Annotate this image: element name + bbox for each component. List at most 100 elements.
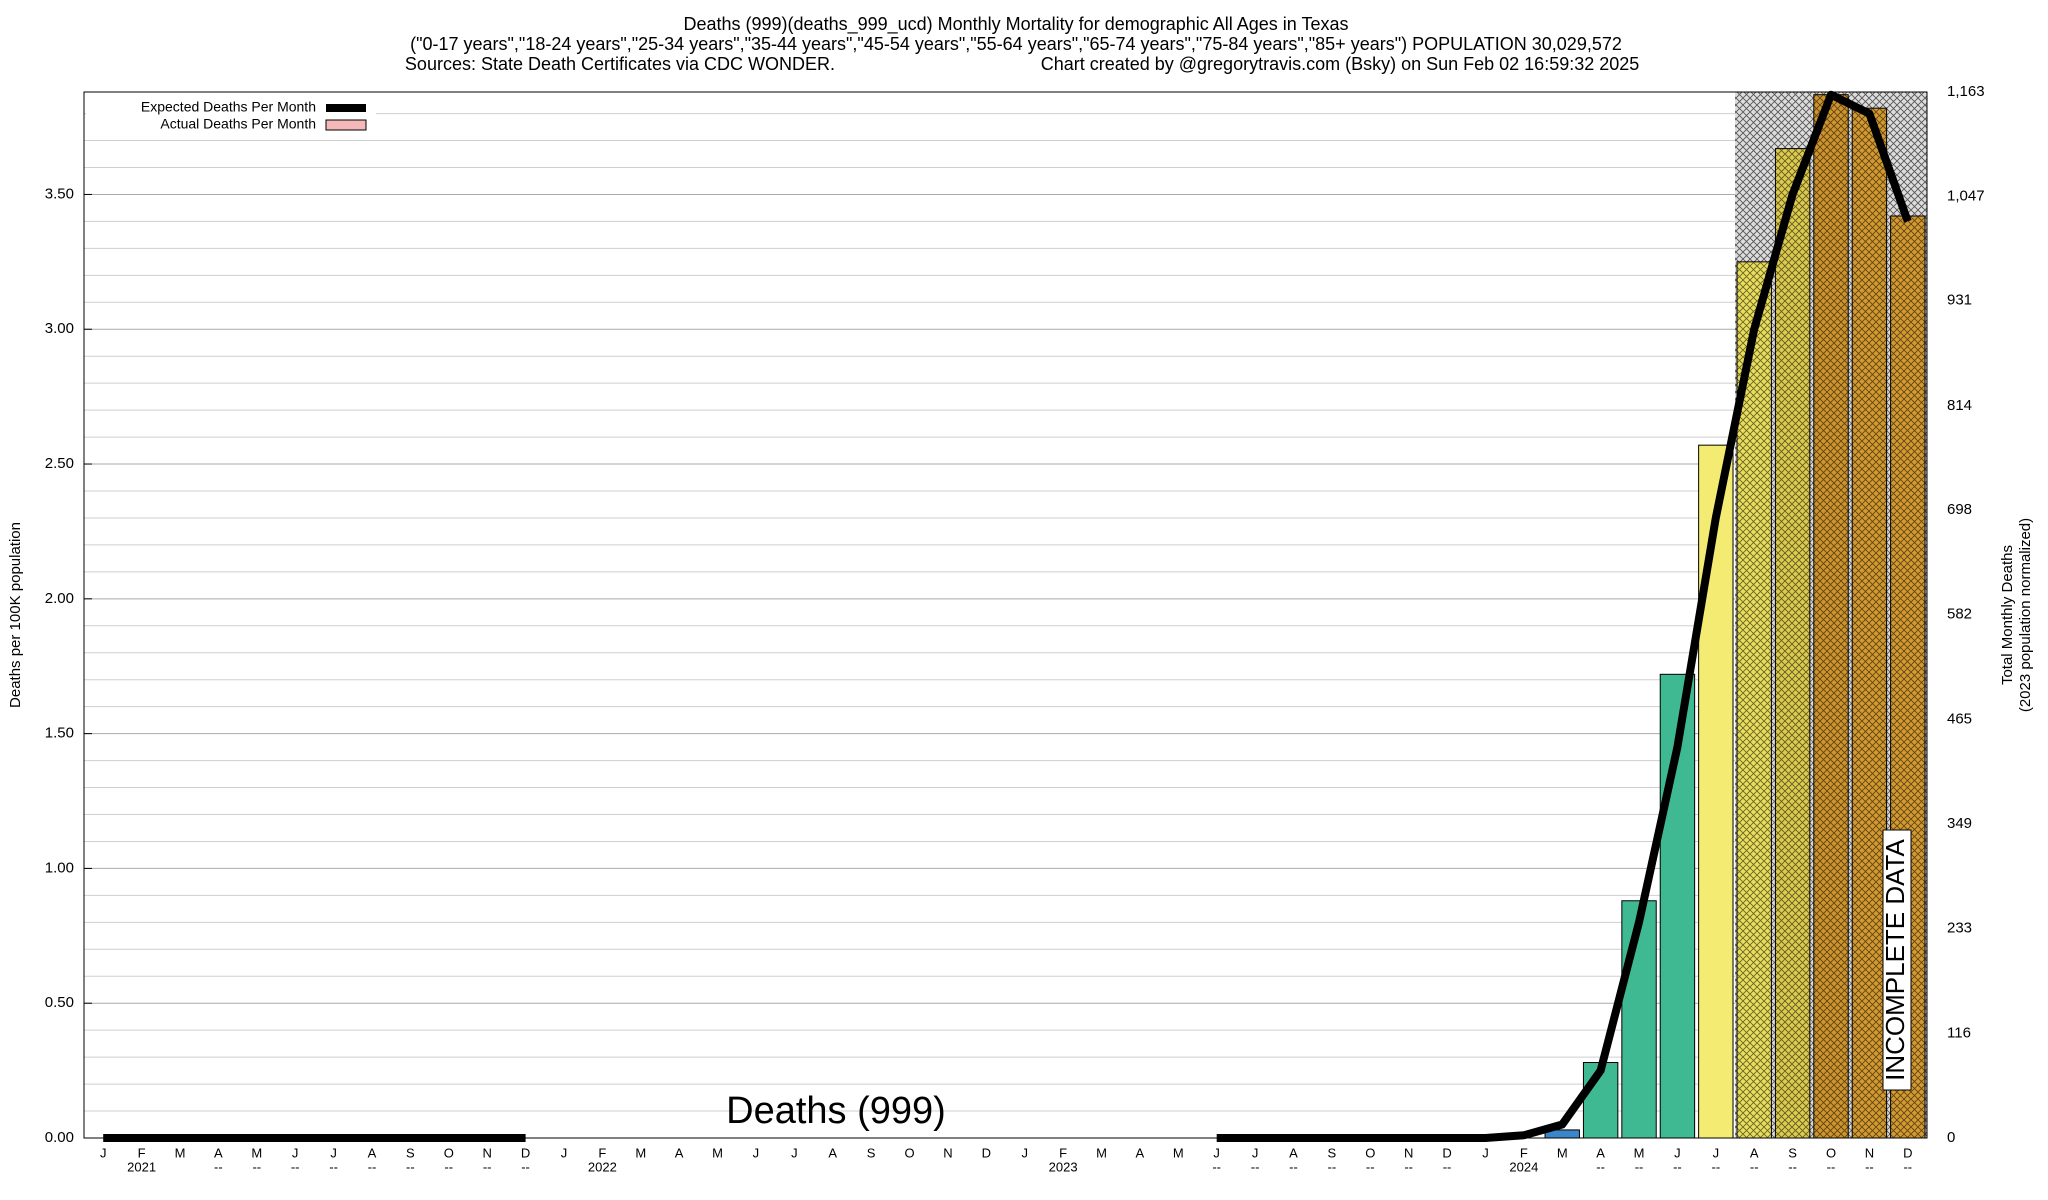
x-tick-label: J bbox=[292, 1145, 299, 1160]
x-tick-label: N bbox=[482, 1145, 491, 1160]
x-sublabel: -- bbox=[483, 1159, 492, 1174]
x-tick-label: A bbox=[675, 1145, 684, 1160]
chart-title: Deaths (999)(deaths_999_ucd) Monthly Mor… bbox=[683, 14, 1348, 35]
x-sublabel: 2022 bbox=[588, 1159, 617, 1174]
annotation: INCOMPLETE DATA bbox=[1880, 838, 1910, 1080]
x-tick-label: M bbox=[635, 1145, 646, 1160]
y2-tick-label: 0 bbox=[1947, 1129, 1955, 1146]
y2-tick-label: 814 bbox=[1947, 397, 1972, 414]
x-tick-label: J bbox=[1674, 1145, 1681, 1160]
y2-tick-label: 931 bbox=[1947, 292, 1972, 309]
chart-subtitle: ("0-17 years","18-24 years","25-34 years… bbox=[410, 34, 1622, 54]
x-tick-label: J bbox=[1213, 1145, 1220, 1160]
x-tick-label: N bbox=[1404, 1145, 1413, 1160]
annotation-box bbox=[1882, 829, 1912, 1091]
bar bbox=[1621, 900, 1657, 1139]
x-sublabel: 2024 bbox=[1509, 1159, 1538, 1174]
x-tick-label: O bbox=[1826, 1145, 1836, 1160]
x-tick-label: F bbox=[1059, 1145, 1067, 1160]
x-sublabel: -- bbox=[1711, 1159, 1720, 1174]
x-tick-label: D bbox=[521, 1145, 530, 1160]
x-tick-label: O bbox=[1365, 1145, 1375, 1160]
x-sublabel: -- bbox=[1251, 1159, 1260, 1174]
y-tick-label: 3.00 bbox=[45, 320, 74, 337]
x-sublabel: -- bbox=[368, 1159, 377, 1174]
x-tick-label: A bbox=[1596, 1145, 1605, 1160]
x-tick-label: A bbox=[1750, 1145, 1759, 1160]
x-tick-label: J bbox=[1252, 1145, 1259, 1160]
x-tick-label: M bbox=[251, 1145, 262, 1160]
x-sublabel: -- bbox=[1404, 1159, 1413, 1174]
y2-tick-label: 116 bbox=[1947, 1025, 1971, 1042]
x-tick-label: O bbox=[444, 1145, 454, 1160]
x-sublabel: 2023 bbox=[1049, 1159, 1078, 1174]
y2-axis-label: (2023 population normalized) bbox=[2017, 518, 2034, 712]
x-tick-label: A bbox=[368, 1145, 377, 1160]
bar-hatch bbox=[1737, 261, 1772, 1138]
x-tick-label: J bbox=[330, 1145, 337, 1160]
y-tick-label: 1.50 bbox=[45, 725, 74, 742]
x-tick-label: M bbox=[1096, 1145, 1107, 1160]
y-axis-label: Deaths per 100K population bbox=[7, 522, 24, 708]
x-tick-label: N bbox=[943, 1145, 952, 1160]
x-tick-label: A bbox=[1136, 1145, 1145, 1160]
expected-line bbox=[103, 90, 1912, 1142]
x-sublabel: -- bbox=[329, 1159, 338, 1174]
y-tick-label: 0.00 bbox=[45, 1129, 74, 1146]
x-tick-label: S bbox=[1788, 1145, 1797, 1160]
y2-tick-label: 1,163 bbox=[1947, 83, 1985, 100]
x-tick-label: A bbox=[828, 1145, 837, 1160]
x-tick-label: J bbox=[1713, 1145, 1720, 1160]
y2-tick-label: 233 bbox=[1947, 919, 1972, 936]
x-sublabel: -- bbox=[1788, 1159, 1797, 1174]
y2-tick-label: 698 bbox=[1947, 501, 1972, 518]
y2-tick-label: 1,047 bbox=[1947, 187, 1985, 204]
x-tick-label: M bbox=[1634, 1145, 1645, 1160]
x-sublabel: -- bbox=[1328, 1159, 1337, 1174]
x-tick-label: M bbox=[175, 1145, 186, 1160]
x-sublabel: -- bbox=[291, 1159, 300, 1174]
x-sublabel: -- bbox=[1673, 1159, 1682, 1174]
x-tick-label: D bbox=[1442, 1145, 1451, 1160]
x-sublabel: 2021 bbox=[127, 1159, 156, 1174]
y2-tick-label: 465 bbox=[1947, 711, 1972, 728]
x-tick-label: A bbox=[214, 1145, 223, 1160]
x-tick-label: J bbox=[791, 1145, 798, 1160]
legend-label: Actual Deaths Per Month bbox=[160, 116, 316, 132]
x-tick-label: F bbox=[1520, 1145, 1528, 1160]
x-sublabel: -- bbox=[1366, 1159, 1375, 1174]
x-sublabel: -- bbox=[1635, 1159, 1644, 1174]
x-sublabel: -- bbox=[1212, 1159, 1221, 1174]
x-sublabel: -- bbox=[1443, 1159, 1452, 1174]
x-tick-label: F bbox=[138, 1145, 146, 1160]
y-tick-label: 0.50 bbox=[45, 994, 74, 1011]
x-tick-label: S bbox=[406, 1145, 415, 1160]
y-tick-label: 2.50 bbox=[45, 455, 74, 472]
x-tick-label: M bbox=[1557, 1145, 1568, 1160]
y2-axis-label: Total Monthly Deaths bbox=[1999, 545, 2016, 685]
x-sublabel: -- bbox=[444, 1159, 453, 1174]
x-tick-label: J bbox=[1482, 1145, 1489, 1160]
x-sublabel: -- bbox=[214, 1159, 223, 1174]
y-tick-label: 1.00 bbox=[45, 859, 74, 876]
sources: Sources: State Death Certificates via CD… bbox=[405, 54, 835, 74]
x-sublabel: -- bbox=[1903, 1159, 1912, 1174]
x-tick-label: J bbox=[561, 1145, 568, 1160]
x-tick-label: J bbox=[100, 1145, 107, 1160]
x-tick-label: J bbox=[753, 1145, 760, 1160]
x-tick-label: F bbox=[598, 1145, 606, 1160]
x-tick-label: M bbox=[712, 1145, 723, 1160]
x-tick-label: D bbox=[1903, 1145, 1912, 1160]
legend-swatch bbox=[325, 119, 367, 131]
y2-tick-label: 582 bbox=[1947, 606, 1972, 623]
bar-hatch bbox=[1775, 148, 1810, 1138]
x-sublabel: -- bbox=[1865, 1159, 1874, 1174]
credit: Chart created by @gregorytravis.com (Bsk… bbox=[1041, 54, 1640, 74]
legend-label: Expected Deaths Per Month bbox=[141, 99, 316, 115]
x-sublabel: -- bbox=[252, 1159, 261, 1174]
x-tick-label: M bbox=[1173, 1145, 1184, 1160]
x-sublabel: -- bbox=[1750, 1159, 1759, 1174]
x-sublabel: -- bbox=[1289, 1159, 1298, 1174]
x-sublabel: -- bbox=[521, 1159, 530, 1174]
